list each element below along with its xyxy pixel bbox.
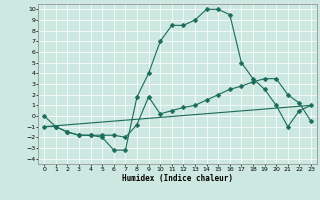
X-axis label: Humidex (Indice chaleur): Humidex (Indice chaleur) <box>122 174 233 183</box>
